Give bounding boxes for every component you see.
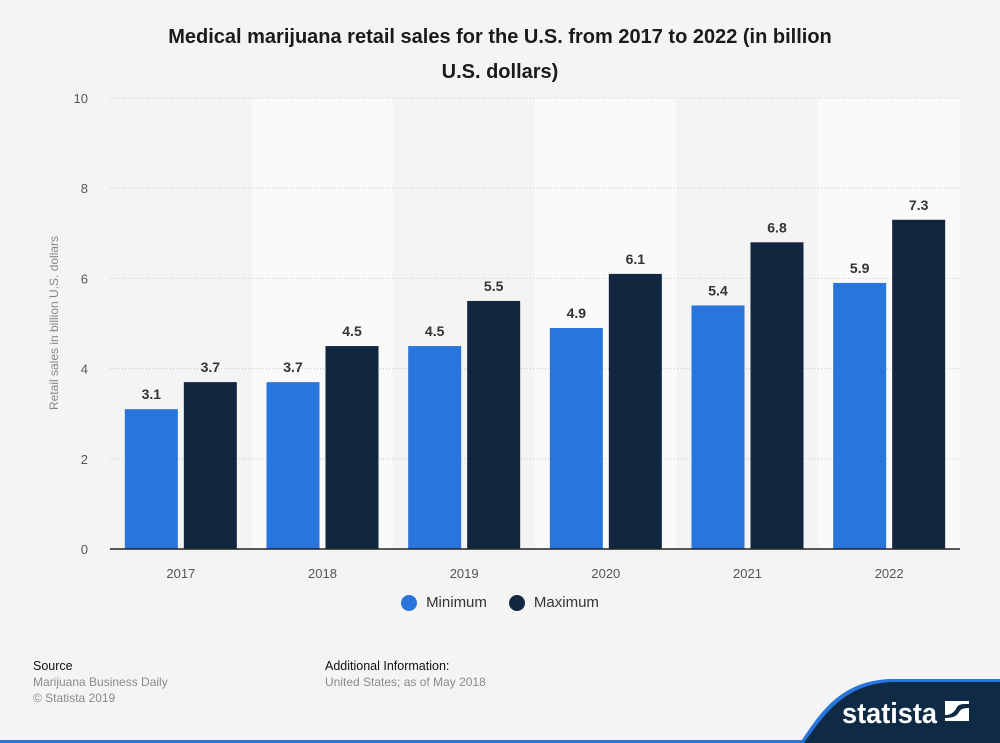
category-bands	[110, 98, 960, 549]
legend-item-maximum[interactable]: Maximum	[508, 594, 599, 611]
x-tick-label: 2017	[166, 566, 195, 581]
additional-info-block: Additional Information: United States; a…	[325, 658, 486, 690]
additional-info-heading: Additional Information:	[325, 659, 450, 673]
bar-minimum-2017	[124, 409, 178, 549]
x-tick-label: 2020	[591, 566, 620, 581]
bar-maximum-2020	[608, 273, 662, 549]
bars	[124, 219, 946, 549]
bar-chart: 3.13.7 3.74.5 4.55.54.96.15.46.85.97.3 201…	[47, 91, 960, 581]
bar-minimum-2018	[266, 382, 320, 549]
data-label-minimum-2018: 3.7	[283, 359, 303, 375]
legend-dot-maximum-icon	[508, 594, 525, 611]
x-tick-label: 2018	[308, 566, 337, 581]
legend-dot-minimum-icon	[401, 594, 418, 611]
data-label-maximum-2022: 7.3	[909, 197, 929, 213]
data-label-maximum-2019: 5.5	[484, 278, 504, 294]
data-label-maximum-2018: 4.5	[342, 323, 362, 339]
legend-item-minimum[interactable]: Minimum	[401, 594, 487, 611]
chart-title-line-2: U.S. dollars)	[441, 61, 559, 83]
statista-logo[interactable]: statista	[800, 663, 1000, 743]
y-axis-label: Retail sales in billion U.S. dollars	[47, 236, 61, 410]
bar-maximum-2019	[467, 300, 521, 549]
y-tick-labels: 0 2 4 6 8 10	[74, 91, 88, 557]
source-heading: Source	[33, 659, 73, 673]
y-tick-label: 8	[81, 181, 88, 196]
data-label-minimum-2021: 5.4	[708, 282, 728, 298]
copyright: © Statista 2019	[33, 691, 116, 705]
x-tick-label: 2021	[733, 566, 762, 581]
data-label-minimum-2020: 4.9	[567, 305, 587, 321]
bottom-accent-line	[0, 740, 1000, 743]
legend-label-minimum: Minimum	[426, 594, 487, 611]
bar-maximum-2018	[325, 346, 379, 549]
legend: Minimum Maximum	[0, 594, 1000, 611]
chart-title: Medical marijuana retail sales for the U…	[0, 20, 1000, 90]
y-tick-label: 2	[81, 452, 88, 467]
y-tick-label: 6	[81, 271, 88, 286]
bar-minimum-2019	[408, 346, 462, 549]
x-tick-label: 2019	[450, 566, 479, 581]
y-tick-label: 10	[74, 91, 88, 106]
data-label-minimum-2019: 4.5	[425, 323, 445, 339]
data-label-maximum-2017: 3.7	[201, 359, 221, 375]
logo-background	[804, 682, 1000, 743]
y-tick-label: 4	[81, 362, 88, 377]
logo-wordmark: statista	[842, 698, 938, 730]
data-label-maximum-2020: 6.1	[626, 251, 646, 267]
y-tick-label: 0	[81, 542, 88, 557]
additional-info-text: United States; as of May 2018	[325, 675, 486, 689]
logo-mark-icon	[945, 701, 969, 721]
data-label-minimum-2017: 3.1	[142, 386, 162, 402]
chart-title-line-1: Medical marijuana retail sales for the U…	[168, 26, 832, 48]
bar-minimum-2020	[549, 328, 603, 549]
bar-maximum-2022	[892, 219, 946, 549]
data-label-minimum-2022: 5.9	[850, 260, 870, 276]
bar-minimum-2022	[833, 282, 887, 549]
bar-maximum-2017	[183, 382, 237, 549]
data-labels: 3.1 3.7 3.7 4.5 4.5 5.5 4.9 6.1 5.4 6.8 5.9 7.3	[142, 197, 929, 402]
gridlines	[110, 97, 960, 460]
data-label-maximum-2021: 6.8	[767, 219, 787, 235]
source-block: Source Marijuana Business Daily © Statis…	[33, 658, 168, 706]
source-name[interactable]: Marijuana Business Daily	[33, 675, 168, 689]
bar-minimum-2021	[691, 305, 745, 549]
x-tick-label: 2022	[875, 566, 904, 581]
legend-label-maximum: Maximum	[533, 594, 599, 611]
x-tick-labels: 2017 2018 2019 2020 2021 2022	[166, 566, 903, 581]
bar-maximum-2021	[750, 242, 804, 549]
